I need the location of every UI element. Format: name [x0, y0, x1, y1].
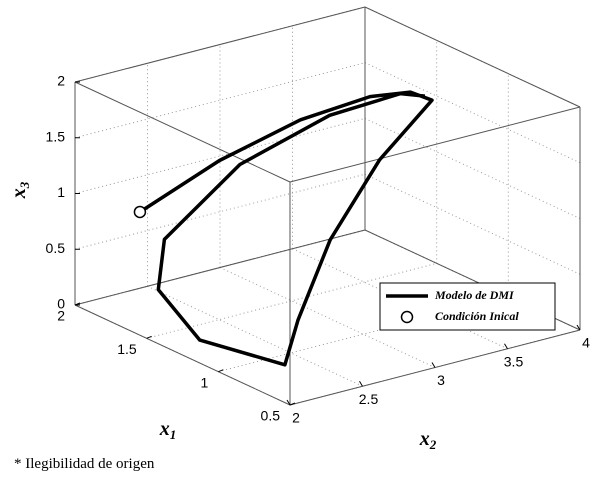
data-point [133, 205, 147, 219]
y-tick-label: 4 [582, 335, 590, 351]
axis-label: x1 [159, 418, 177, 442]
axis-label-symbol: x [159, 418, 170, 440]
axis-label: x3 [8, 181, 32, 199]
y-tick-label: 3 [437, 372, 445, 388]
z-tick-label: 1.5 [46, 128, 66, 144]
tick-mark [286, 399, 291, 406]
y-tick-label: 2 [292, 410, 300, 426]
grid-line [364, 118, 581, 219]
z-tick-label: 1 [57, 184, 65, 200]
tick-mark [74, 302, 81, 306]
x-tick-label: 0.5 [261, 408, 281, 424]
tick-mark [218, 369, 224, 373]
tick-mark [289, 402, 296, 406]
footnote: * Ilegibilidad de origen [14, 456, 155, 472]
x-tick-label: 2 [57, 308, 65, 324]
legend-box [379, 282, 556, 331]
axis-label-index: 1 [170, 427, 177, 442]
data-line [138, 90, 434, 367]
box-edge [74, 304, 291, 406]
box-edge [289, 106, 581, 183]
tick-mark [146, 335, 152, 339]
grid-line [364, 173, 581, 275]
tick-mark [504, 343, 508, 350]
legend-swatch [400, 310, 414, 324]
x-tick-label: 1.5 [117, 341, 137, 357]
box-edge [74, 6, 366, 83]
legend-label: Condición Inical [435, 309, 519, 323]
z-tick-label: 0 [57, 296, 65, 312]
grid-line [364, 62, 581, 164]
box-edge [74, 81, 291, 183]
x-tick-label: 1 [201, 374, 209, 390]
box-edge [74, 229, 366, 306]
tick-mark [359, 380, 363, 387]
y-tick-label: 2.5 [359, 391, 379, 407]
z-tick-label: 0.5 [46, 240, 66, 256]
box-edge [364, 6, 581, 108]
grid-line [147, 285, 363, 387]
axis-label-symbol: x [419, 428, 430, 450]
axis-label-index: 2 [429, 437, 437, 450]
legend-label: Modelo de DMI [434, 288, 515, 302]
y-tick-label: 3.5 [504, 353, 524, 369]
axis-label-index: 3 [17, 181, 32, 189]
z-tick-label: 2 [57, 73, 65, 89]
tick-mark [576, 324, 581, 331]
axis-label: x2 [419, 428, 437, 450]
tick-mark [431, 362, 436, 368]
axis-label-symbol: x [8, 188, 30, 199]
